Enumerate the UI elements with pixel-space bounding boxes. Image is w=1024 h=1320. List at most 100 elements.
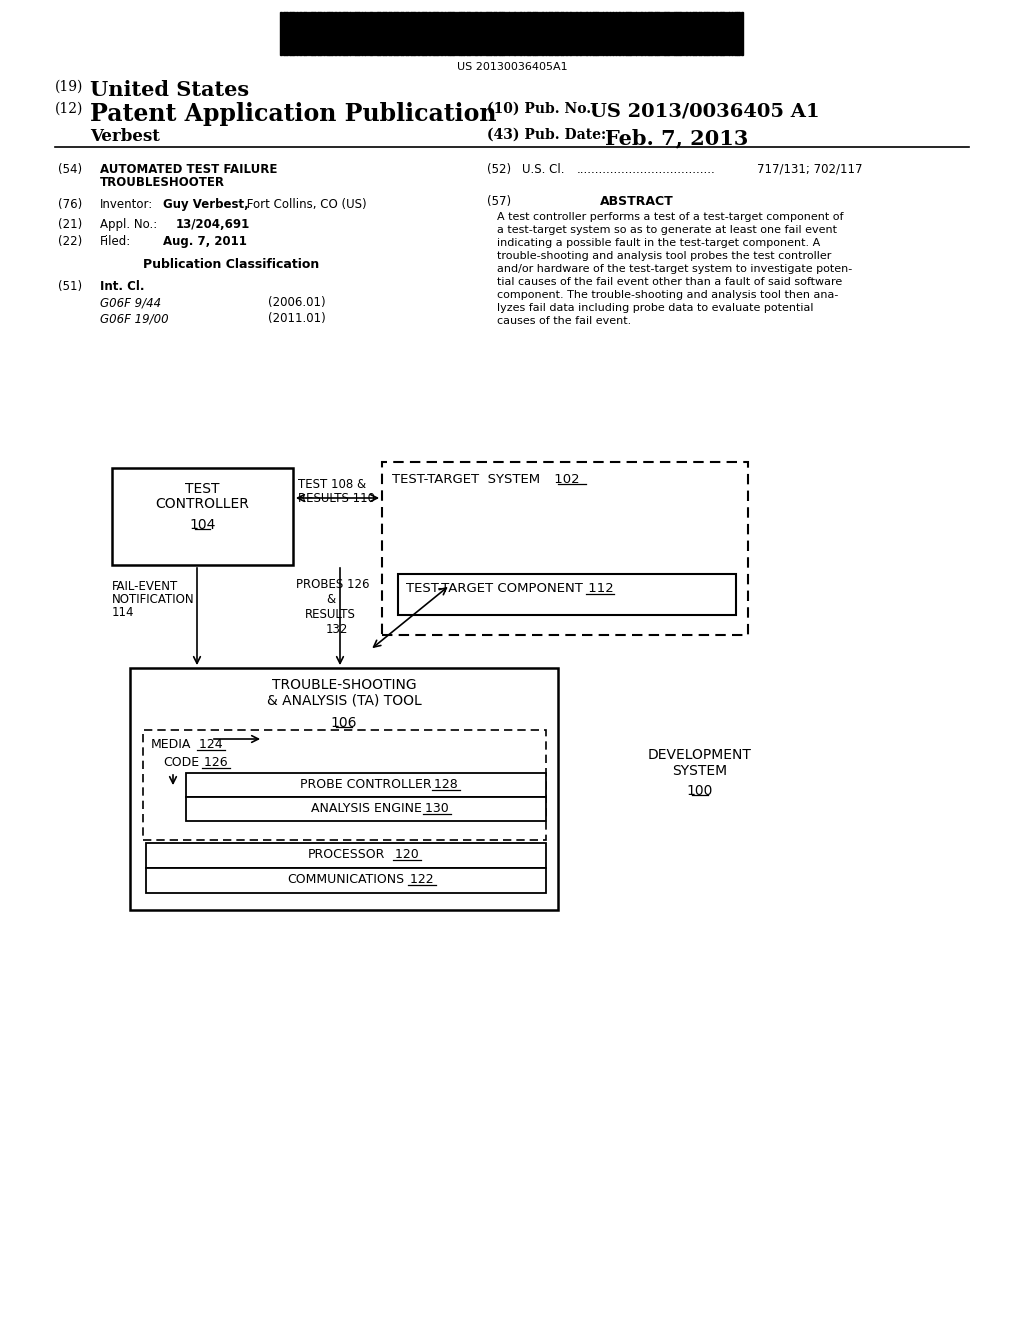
Bar — [291, 12, 293, 55]
Bar — [531, 12, 532, 55]
Bar — [722, 12, 723, 55]
Text: (52): (52) — [487, 162, 511, 176]
Text: 128: 128 — [430, 777, 458, 791]
Text: SYSTEM: SYSTEM — [673, 764, 728, 777]
Bar — [466, 12, 467, 55]
Text: 104: 104 — [189, 517, 216, 532]
Text: CODE: CODE — [163, 756, 199, 770]
Bar — [726, 12, 727, 55]
Text: TROUBLE-SHOOTING: TROUBLE-SHOOTING — [271, 678, 417, 692]
Text: .....................................: ..................................... — [577, 162, 716, 176]
Bar — [737, 12, 738, 55]
Text: RESULTS: RESULTS — [305, 609, 356, 620]
Bar — [287, 12, 288, 55]
Bar — [364, 12, 365, 55]
Bar — [409, 12, 410, 55]
Bar — [498, 12, 500, 55]
Bar — [380, 12, 381, 55]
Bar — [536, 12, 539, 55]
Bar — [563, 12, 564, 55]
Bar — [437, 12, 439, 55]
Text: (2006.01): (2006.01) — [268, 296, 326, 309]
Bar — [424, 12, 426, 55]
Text: a test-target system so as to generate at least one fail event: a test-target system so as to generate a… — [497, 224, 837, 235]
Bar — [633, 12, 634, 55]
Bar — [517, 12, 518, 55]
Text: indicating a possible fault in the test-target component. A: indicating a possible fault in the test-… — [497, 238, 820, 248]
Bar — [568, 12, 569, 55]
Text: United States: United States — [90, 81, 249, 100]
Bar — [315, 12, 316, 55]
Text: G06F 19/00: G06F 19/00 — [100, 312, 169, 325]
Bar — [476, 12, 478, 55]
Bar — [715, 12, 718, 55]
Bar — [605, 12, 608, 55]
Bar — [530, 12, 531, 55]
Text: A test controller performs a test of a test-target component of: A test controller performs a test of a t… — [497, 213, 844, 222]
Bar — [389, 12, 390, 55]
Bar — [342, 12, 344, 55]
Bar — [412, 12, 414, 55]
Bar — [742, 12, 743, 55]
Bar — [683, 12, 684, 55]
Text: 124: 124 — [195, 738, 222, 751]
Text: (10) Pub. No.:: (10) Pub. No.: — [487, 102, 596, 116]
Bar — [394, 12, 396, 55]
Bar — [579, 12, 580, 55]
Bar — [561, 12, 562, 55]
Text: (22): (22) — [58, 235, 82, 248]
Bar — [398, 574, 736, 615]
Bar — [432, 12, 434, 55]
Bar — [404, 12, 406, 55]
Text: DEVELOPMENT: DEVELOPMENT — [648, 748, 752, 762]
Bar — [697, 12, 699, 55]
Bar — [397, 12, 399, 55]
Bar — [555, 12, 556, 55]
Bar — [673, 12, 676, 55]
Bar — [685, 12, 686, 55]
Bar — [638, 12, 639, 55]
Text: Patent Application Publication: Patent Application Publication — [90, 102, 497, 125]
Bar — [635, 12, 636, 55]
Bar — [344, 12, 346, 55]
Bar — [334, 12, 337, 55]
Bar — [740, 12, 741, 55]
Text: US 2013/0036405 A1: US 2013/0036405 A1 — [590, 102, 819, 120]
Bar — [293, 12, 295, 55]
Text: (21): (21) — [58, 218, 82, 231]
Text: 13/204,691: 13/204,691 — [176, 218, 250, 231]
Bar — [308, 12, 309, 55]
Bar — [739, 12, 740, 55]
Bar — [299, 12, 302, 55]
Bar — [280, 12, 283, 55]
Text: U.S. Cl.: U.S. Cl. — [522, 162, 564, 176]
Bar — [309, 12, 312, 55]
Bar — [186, 797, 546, 821]
Bar — [355, 12, 358, 55]
Bar — [557, 12, 559, 55]
Bar — [573, 12, 574, 55]
Text: Publication Classification: Publication Classification — [143, 257, 319, 271]
Bar — [581, 12, 583, 55]
Text: RESULTS 110: RESULTS 110 — [298, 492, 375, 506]
Text: (2011.01): (2011.01) — [268, 312, 326, 325]
Text: Verbest: Verbest — [90, 128, 160, 145]
Bar — [644, 12, 646, 55]
Bar — [671, 12, 672, 55]
Bar — [528, 12, 529, 55]
Text: &: & — [326, 593, 335, 606]
Bar — [680, 12, 682, 55]
Text: & ANALYSIS (TA) TOOL: & ANALYSIS (TA) TOOL — [266, 694, 421, 708]
Bar — [374, 12, 375, 55]
Bar — [701, 12, 702, 55]
Bar — [583, 12, 584, 55]
Bar — [592, 12, 593, 55]
Bar — [657, 12, 660, 55]
Text: 717/131; 702/117: 717/131; 702/117 — [757, 162, 862, 176]
Bar — [366, 12, 367, 55]
Bar — [596, 12, 599, 55]
Text: Appl. No.:: Appl. No.: — [100, 218, 158, 231]
Bar — [617, 12, 618, 55]
Bar — [130, 668, 558, 909]
Bar — [585, 12, 587, 55]
